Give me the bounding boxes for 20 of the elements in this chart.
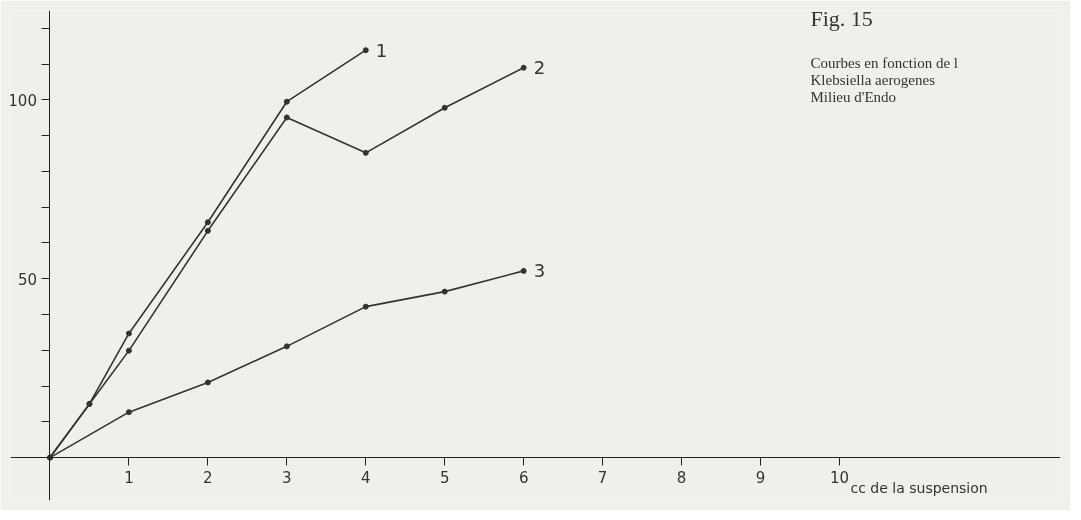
annotation: Milieu d'Endo — [810, 88, 897, 105]
x-tick-label: 3 — [282, 468, 292, 487]
annotation: Courbes en fonction de l — [810, 54, 958, 71]
x-tick-label: 1 — [124, 468, 134, 487]
annotation: Klebsiella aerogenes — [810, 71, 936, 88]
x-tick-label: 6 — [518, 468, 529, 487]
y-tick-label: 100 — [8, 91, 37, 110]
series-label: 2 — [533, 57, 546, 79]
series-label: 1 — [375, 39, 388, 61]
x-tick-label: 10 — [829, 468, 849, 487]
x-tick-label: 9 — [755, 468, 766, 487]
x-tick-label: 4 — [360, 468, 371, 487]
x-tick-label: 2 — [203, 468, 213, 487]
x-tick-label: 7 — [597, 468, 608, 487]
y-tick-label: 50 — [17, 270, 37, 289]
series-label: 3 — [533, 260, 546, 282]
chart-title: Fig. 15 — [810, 5, 873, 31]
x-axis-title: cc de la suspension — [850, 479, 988, 496]
x-tick-label: 8 — [676, 468, 687, 487]
x-tick-label: 5 — [439, 468, 450, 487]
